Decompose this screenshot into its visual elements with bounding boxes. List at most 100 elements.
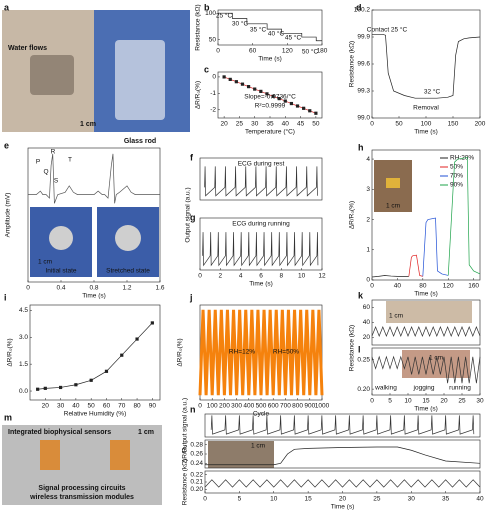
x-tick-label: 40 [282, 121, 290, 128]
x-tick-label: 0 [26, 285, 30, 292]
panel-label: j [189, 292, 193, 302]
x-tick-label: 10 [404, 398, 412, 405]
series-line [371, 275, 409, 278]
annotation: Q [43, 169, 48, 176]
x-tick-label: 100 [207, 403, 218, 410]
photo-text: 1 cm [80, 121, 96, 128]
y-tick-label: 0.21 [190, 479, 203, 486]
y-axis-label: ΔR/R₀(%) [7, 338, 14, 366]
annotation: Removal [413, 105, 439, 112]
x-tick-label: 50 [395, 121, 403, 128]
x-tick-label: 600 [268, 403, 279, 410]
y-tick-label: 50 [209, 36, 217, 43]
annotation: Initial state [45, 268, 76, 275]
x-tick-label: 20 [42, 403, 50, 410]
annotation: 32 °C [424, 88, 441, 96]
y-axis-label: ΔR/R₀(%) [195, 81, 202, 109]
x-tick-label: 30 [476, 398, 484, 405]
panel-label: m [4, 412, 12, 422]
x-tick-label: 300 [231, 403, 242, 410]
inset-photo [386, 301, 472, 323]
y-axis-label: ΔR/R₀(%) [349, 201, 356, 229]
y-tick-label: 0.22 [190, 471, 203, 478]
x-axis-label: Temperature (°C) [245, 128, 295, 136]
panel-label: l [358, 344, 361, 354]
x-tick-label: 25 [236, 121, 244, 128]
data-point [89, 378, 93, 382]
data-point [58, 385, 63, 390]
y-axis-label: ΔR/R₀(%) [177, 338, 184, 366]
x-tick-label: 5 [238, 496, 242, 503]
y-tick-label: 0.24 [190, 460, 203, 467]
inset-electrode [49, 226, 73, 250]
x-tick-label: 40 [72, 403, 80, 410]
annotation: R [51, 149, 56, 156]
annotation: RH=12% [229, 349, 255, 356]
panel-label: e [4, 140, 9, 150]
y-tick-label: 60 [363, 304, 371, 311]
data-point [289, 101, 294, 106]
photo-text: wireless transmission modules [29, 494, 134, 501]
x-tick-label: 180 [317, 48, 328, 55]
y-tick-label: 0.20 [190, 486, 203, 493]
x-axis-label: Time (s) [331, 504, 355, 511]
annotation: ECG during running [232, 221, 290, 228]
photo-text: Water flows [8, 45, 47, 52]
series-line [371, 326, 481, 337]
y-tick-label: 4.5 [19, 307, 28, 314]
panel-label: f [190, 152, 194, 162]
x-tick-label: 0 [203, 496, 207, 503]
y-tick-label: 0 [366, 277, 370, 284]
axes-frame [29, 304, 161, 401]
data-point [283, 99, 287, 103]
annotation: jogging [413, 385, 435, 392]
y-tick-label: 0 [212, 74, 216, 81]
data-point [277, 97, 281, 101]
annotation: 25 °C [391, 26, 408, 34]
x-tick-label: 0 [370, 121, 374, 128]
x-tick-label: 800 [292, 403, 303, 410]
data-point [246, 85, 251, 89]
x-tick-label: 45 [297, 121, 305, 128]
x-tick-label: 25 [373, 496, 381, 503]
circuit [40, 440, 60, 470]
x-axis-label: Time (s) [82, 293, 106, 300]
y-tick-label: 1.5 [19, 361, 28, 368]
x-tick-label: 40 [476, 496, 484, 503]
data-point [259, 89, 263, 93]
y-axis-label: ΔR/R₀ [182, 445, 189, 464]
circuit [110, 440, 130, 470]
photo-text: Glass rod [124, 138, 156, 145]
x-tick-label: 150 [448, 121, 459, 128]
sensor-patch [30, 55, 74, 95]
data-point [295, 104, 300, 108]
data-point [314, 111, 318, 115]
annotation: 1 cm [429, 355, 443, 362]
data-point [104, 369, 109, 373]
legend-label: 50% [450, 164, 463, 171]
y-tick-label: 0.26 [190, 451, 203, 458]
y-tick-label: 3.0 [19, 334, 28, 341]
x-tick-label: 900 [304, 403, 315, 410]
x-tick-label: 10 [270, 496, 278, 503]
series-line [205, 446, 481, 466]
inset-photo [402, 350, 470, 378]
x-tick-label: 120 [282, 48, 293, 55]
panel-label: n [190, 404, 196, 414]
x-tick-label: 50 [88, 403, 96, 410]
x-tick-label: 50 [312, 121, 320, 128]
series-line [223, 76, 317, 114]
series-line [204, 166, 318, 197]
annotation: Slope=-0.0736/°C [244, 93, 296, 101]
x-tick-label: 0.8 [89, 285, 98, 292]
x-axis-label: Relative Humidity (%) [64, 411, 127, 418]
annotation: 50 °C [302, 48, 319, 56]
x-tick-label: 120 [443, 283, 454, 290]
axes-frame [217, 9, 323, 46]
x-tick-label: 60 [103, 403, 111, 410]
x-tick-label: 0 [370, 398, 374, 405]
x-tick-label: 4 [239, 273, 243, 280]
y-axis-label: Output signal (a.u.) [185, 187, 192, 242]
